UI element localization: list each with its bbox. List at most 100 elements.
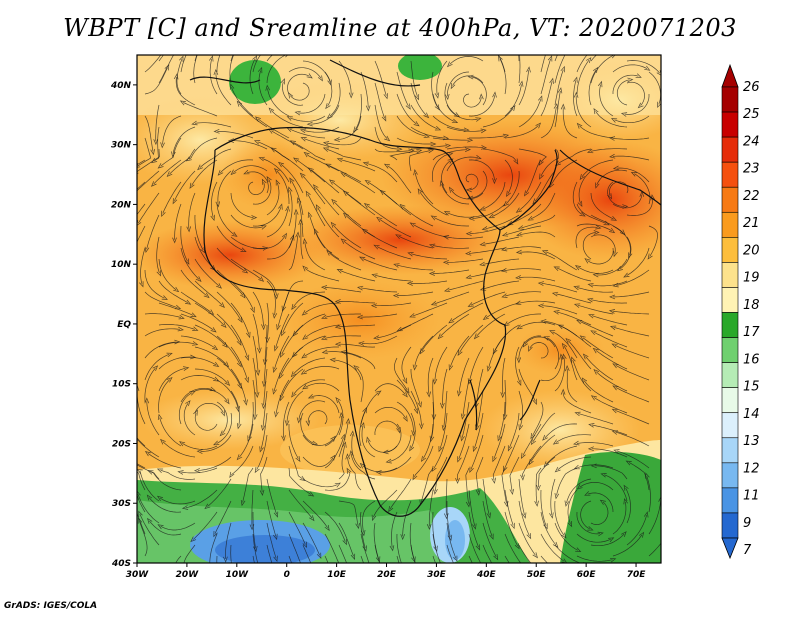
- streamline: [230, 324, 248, 358]
- colorbar-top-arrow: [721, 63, 739, 88]
- streamline-arrow: [272, 312, 278, 319]
- streamline: [155, 104, 160, 142]
- streamline: [340, 270, 376, 282]
- streamline: [518, 181, 542, 211]
- streamline: [499, 58, 507, 95]
- streamline: [615, 364, 650, 381]
- streamline-arrow: [599, 499, 606, 505]
- streamline-arrow: [260, 225, 267, 230]
- streamline-arrow: [157, 163, 164, 169]
- streamline: [402, 500, 412, 537]
- streamline-arrow: [213, 440, 220, 446]
- streamline-arrow: [582, 353, 589, 360]
- streamline: [249, 58, 256, 95]
- streamline-arrow: [321, 349, 328, 355]
- streamline-arrow: [156, 270, 161, 277]
- streamline: [595, 350, 628, 370]
- streamline-arrow: [611, 55, 616, 59]
- streamline: [444, 82, 457, 116]
- streamline-arrow: [423, 133, 430, 139]
- streamline-arrow: [516, 232, 523, 237]
- streamline: [576, 442, 614, 447]
- streamline: [469, 269, 506, 278]
- streamline: [518, 148, 547, 163]
- streamline-arrow: [153, 138, 159, 146]
- streamline: [338, 301, 376, 304]
- streamline: [590, 148, 628, 152]
- streamline: [446, 146, 484, 150]
- streamline: [582, 337, 614, 359]
- streamline-arrow: [409, 587, 413, 592]
- streamline-arrow: [120, 463, 125, 467]
- streamline: [183, 102, 218, 117]
- streamline-arrow: [557, 324, 564, 330]
- streamline-arrow: [330, 221, 337, 228]
- streamline-arrow: [460, 413, 466, 420]
- streamline: [491, 192, 520, 217]
- streamline: [562, 392, 592, 414]
- streamline-arrow: [522, 562, 524, 563]
- streamline-arrow: [503, 200, 510, 207]
- streamline: [616, 269, 650, 286]
- streamline: [288, 489, 313, 519]
- streamline: [604, 474, 628, 502]
- streamline: [239, 423, 254, 458]
- streamline-arrow: [314, 228, 319, 235]
- colorbar-label: 17: [743, 325, 760, 340]
- streamline: [137, 471, 146, 491]
- streamline: [293, 291, 326, 308]
- streamline-arrow: [256, 347, 262, 354]
- streamline: [580, 500, 592, 530]
- streamline: [582, 232, 596, 260]
- streamline: [446, 126, 483, 132]
- streamline: [612, 137, 650, 140]
- streamline-arrow: [530, 438, 537, 446]
- streamline-arrow: [166, 42, 171, 47]
- streamline-arrow: [551, 291, 559, 297]
- streamline-arrow: [130, 431, 135, 436]
- streamline-arrow: [353, 365, 360, 371]
- streamline: [446, 104, 478, 121]
- streamline: [282, 81, 304, 106]
- streamline-arrow: [329, 357, 336, 363]
- streamline-arrow: [451, 118, 459, 124]
- streamline-arrow: [513, 158, 519, 165]
- streamline: [538, 456, 556, 488]
- wbpt-field: [137, 55, 661, 563]
- streamline: [451, 302, 484, 322]
- streamline-arrow: [610, 118, 618, 123]
- streamline-arrow: [236, 454, 243, 461]
- streamline-arrow: [573, 76, 578, 83]
- streamline: [158, 367, 186, 392]
- streamline: [518, 98, 542, 128]
- streamline: [302, 522, 321, 556]
- streamline-arrow: [166, 352, 173, 358]
- streamline-arrow: [645, 472, 650, 479]
- streamline: [468, 511, 479, 548]
- streamline-arrow: [340, 349, 347, 355]
- streamline: [266, 55, 287, 84]
- streamline-arrow: [485, 39, 490, 44]
- streamline-arrow: [342, 190, 349, 197]
- streamline: [432, 137, 470, 141]
- streamline: [216, 203, 235, 235]
- streamline: [562, 107, 578, 139]
- streamline: [160, 469, 196, 480]
- lon-tick-label: 10E: [327, 570, 347, 580]
- streamline-arrow: [280, 351, 285, 358]
- streamline-arrow: [160, 438, 166, 445]
- streamline: [613, 291, 650, 298]
- streamline-arrow: [577, 200, 583, 208]
- streamline: [522, 445, 542, 477]
- streamline-arrow: [423, 112, 430, 119]
- streamline-arrow: [193, 409, 198, 416]
- streamline-arrow: [587, 446, 594, 452]
- streamline-arrow: [524, 582, 529, 587]
- streamline-arrow: [350, 553, 356, 560]
- streamline: [364, 230, 398, 249]
- streamline: [338, 544, 347, 563]
- streamline-arrow: [571, 28, 576, 33]
- streamline-arrow: [553, 103, 559, 110]
- streamline: [191, 159, 218, 186]
- streamline-arrow: [243, 169, 250, 175]
